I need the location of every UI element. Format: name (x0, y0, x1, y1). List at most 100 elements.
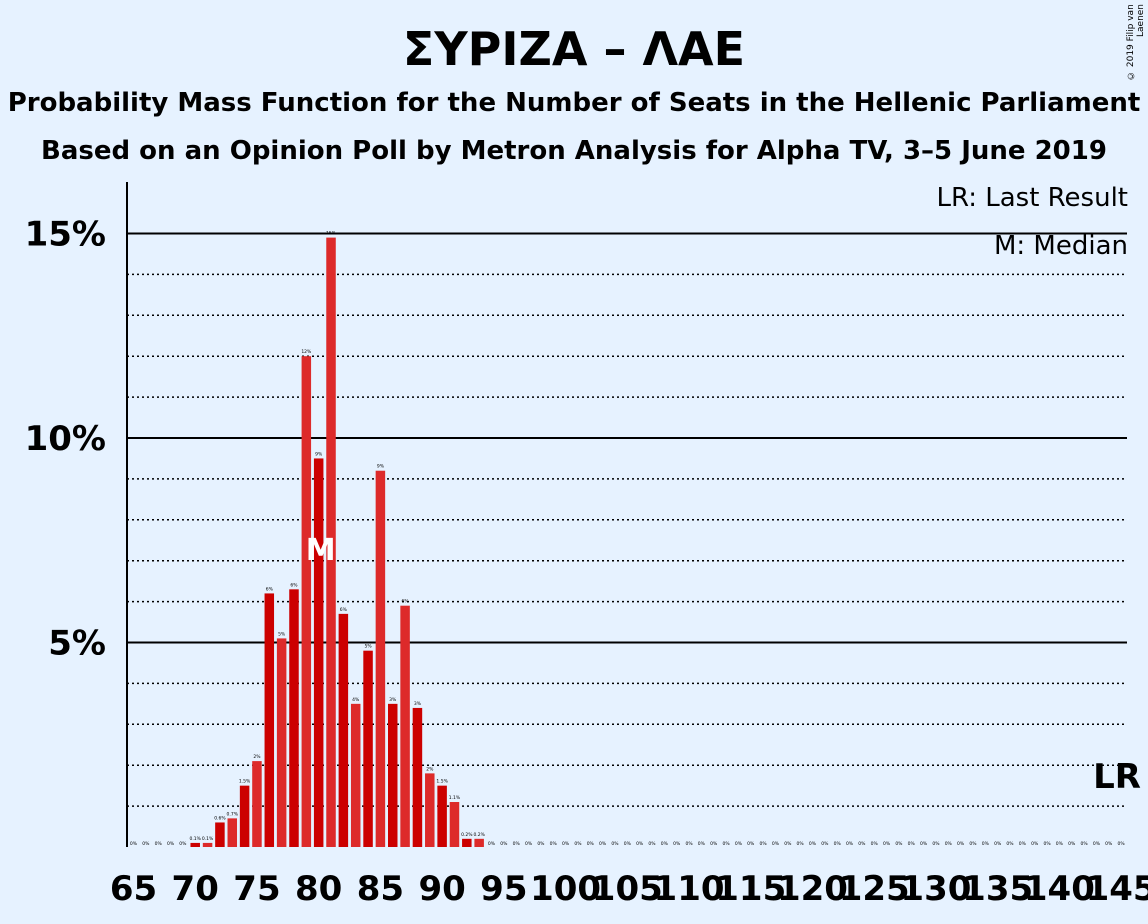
y-tick-label: 10% (25, 419, 106, 459)
bar (412, 707, 423, 847)
x-tick-label: 145 (1086, 869, 1148, 909)
bar-data-label: 1.5% (239, 779, 251, 785)
bar-data-label: 6% (402, 599, 410, 605)
x-tick-label: 135 (962, 869, 1033, 909)
bar-data-label: 9% (315, 451, 323, 457)
bar (202, 842, 213, 847)
bar-data-label: 0% (747, 841, 755, 847)
x-tick-label: 65 (110, 869, 157, 909)
bar (449, 802, 460, 847)
bar-data-label: 0.2% (461, 832, 473, 838)
bar-data-label: 0% (735, 841, 743, 847)
bar (462, 838, 472, 847)
bar-data-label: 0% (1105, 841, 1113, 847)
bar-data-label: 0% (537, 841, 545, 847)
bar-data-label: 0% (722, 841, 730, 847)
bar-data-label: 0% (624, 841, 632, 847)
bar-data-label: 0% (871, 841, 879, 847)
bar-data-label: 0% (1093, 841, 1101, 847)
bar-data-label: 0% (920, 841, 928, 847)
bar-data-label: 0% (648, 841, 656, 847)
bar (252, 761, 262, 847)
bar-data-label: 5% (364, 644, 372, 650)
bar-data-label: 0% (772, 841, 780, 847)
bar (313, 458, 324, 847)
bar (474, 838, 484, 847)
bar-data-label: 0% (587, 841, 595, 847)
last-result-marker: LR (1093, 757, 1141, 797)
bar-data-label: 0% (1019, 841, 1027, 847)
bar (301, 356, 312, 847)
y-tick-label: 15% (25, 215, 106, 255)
bar-data-label: 0% (685, 841, 693, 847)
bar (350, 703, 361, 847)
bar-data-label: 9% (377, 464, 385, 470)
bar-data-label: 0% (599, 841, 607, 847)
bar (215, 822, 225, 847)
bar (437, 785, 447, 847)
bar-data-label: 0% (784, 841, 792, 847)
x-tick-label: 105 (592, 869, 663, 909)
bar (375, 470, 386, 847)
bar (400, 605, 410, 847)
bar-data-label: 0% (809, 841, 817, 847)
bar-data-label: 0% (908, 841, 916, 847)
x-tick-label: 120 (777, 869, 848, 909)
bar-data-label: 0% (130, 841, 138, 847)
bar (387, 703, 398, 847)
bar-data-label: 0% (513, 841, 521, 847)
bar-data-label: 6% (290, 582, 298, 588)
bar-data-label: 0.1% (202, 836, 214, 842)
bar-data-label: 0% (661, 841, 669, 847)
bar-data-label: 0% (574, 841, 582, 847)
bar (276, 638, 287, 847)
bar (227, 818, 238, 847)
bar (239, 785, 250, 847)
bar-data-label: 0% (525, 841, 533, 847)
bar-data-label: 1.5% (436, 779, 448, 785)
bar-data-label: 2% (426, 766, 434, 772)
bar-data-label: 0% (500, 841, 508, 847)
bar-data-label: 0% (636, 841, 644, 847)
bar-data-label: 0% (698, 841, 706, 847)
bar-data-label: 0% (167, 841, 175, 847)
bar-data-label: 0% (858, 841, 866, 847)
bar (289, 589, 299, 847)
x-tick-label: 140 (1024, 869, 1095, 909)
bar-data-label: 0% (488, 841, 496, 847)
bar-data-label: 0% (550, 841, 558, 847)
legend-last-result: LR: Last Result (936, 183, 1128, 213)
x-tick-label: 90 (418, 869, 465, 909)
bar-data-label: 12% (301, 349, 312, 355)
bar (190, 842, 200, 847)
chart-title: ΣΥΡΙΖΑ – ΛΑΕ (402, 22, 746, 76)
bar (338, 613, 349, 847)
bar-data-label: 0% (710, 841, 718, 847)
bar-data-label: 0% (846, 841, 854, 847)
x-tick-label: 100 (530, 869, 601, 909)
bar-data-label: 4% (352, 697, 360, 703)
bar-data-label: 0% (1006, 841, 1014, 847)
bar-data-label: 0% (562, 841, 570, 847)
bar-data-label: 0% (982, 841, 990, 847)
chart-subtitle-2: Based on an Opinion Poll by Metron Analy… (41, 136, 1107, 166)
x-tick-label: 115 (715, 869, 786, 909)
x-tick-label: 95 (480, 869, 527, 909)
bar-data-label: 0% (611, 841, 619, 847)
bar-data-label: 0% (883, 841, 891, 847)
bar-data-label: 0.2% (473, 832, 485, 838)
x-tick-label: 130 (900, 869, 971, 909)
bar-data-label: 0% (1068, 841, 1076, 847)
x-tick-label: 110 (654, 869, 725, 909)
bar-data-label: 1.1% (449, 795, 461, 801)
bar-data-label: 0% (932, 841, 940, 847)
bar-data-label: 0% (1118, 841, 1126, 847)
bar-data-label: 15% (326, 231, 337, 237)
bar-data-label: 0% (1056, 841, 1064, 847)
x-tick-label: 70 (172, 869, 219, 909)
bar-data-label: 0% (179, 841, 187, 847)
y-tick-label: 5% (48, 624, 106, 664)
chart-subtitle-1: Probability Mass Function for the Number… (7, 88, 1141, 118)
bar (425, 773, 435, 847)
